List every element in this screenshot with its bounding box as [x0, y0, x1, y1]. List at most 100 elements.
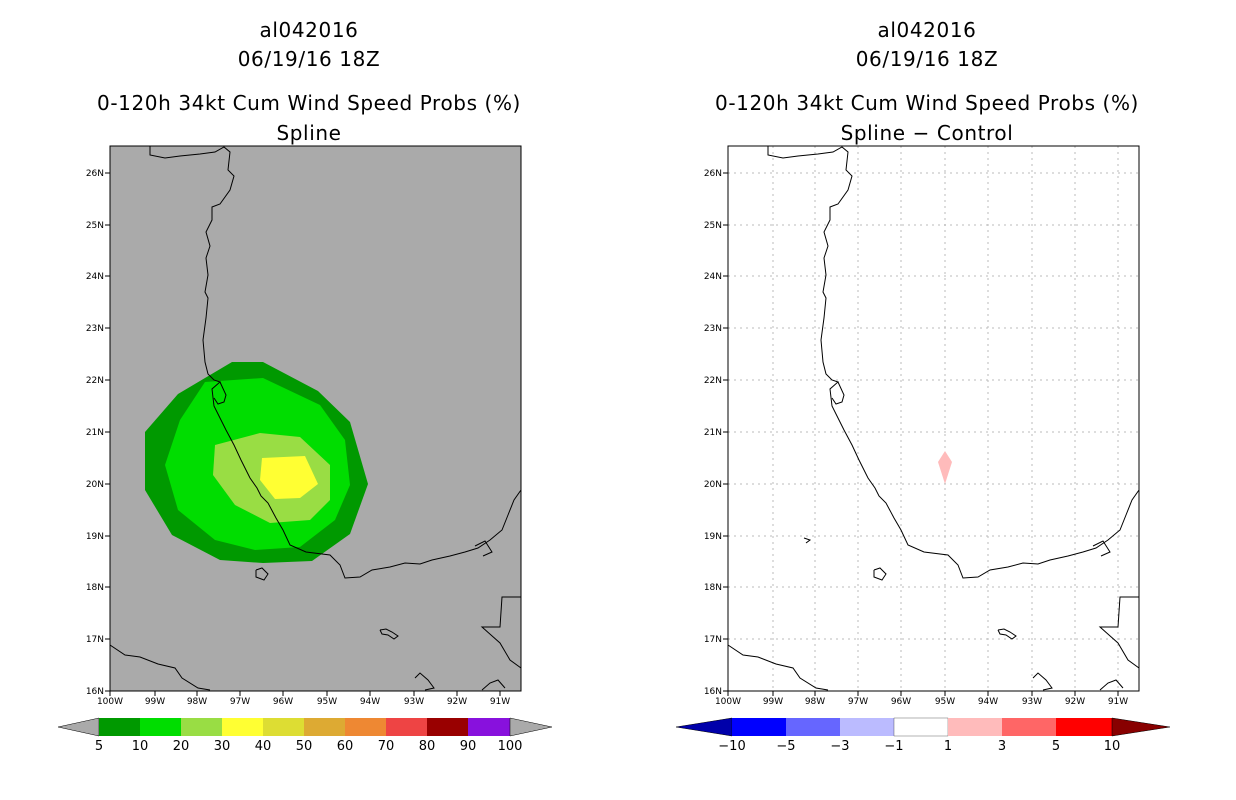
y-tick-label: 16N [86, 687, 104, 697]
y-tick-label: 19N [86, 532, 104, 542]
y-tick-label: 20N [704, 480, 722, 490]
y-tick-label: 22N [704, 376, 722, 386]
y-axis: 26N 25N 24N 23N 22N 21N 20N 19N 18N 17N … [704, 169, 728, 697]
colorbar-label: 5 [95, 739, 103, 754]
x-axis: 100W 99W 98W 97W 96W 95W 94W 93W 92W 91W [97, 691, 510, 707]
colorbar-label: 60 [337, 739, 354, 754]
y-tick-label: 16N [704, 687, 722, 697]
x-tick-label: 100W [715, 697, 741, 707]
colorbar-bin [222, 718, 263, 736]
x-tick-label: 94W [978, 697, 998, 707]
y-tick-label: 17N [704, 635, 722, 645]
colorbar-label: 40 [255, 739, 272, 754]
colorbar-label: 90 [460, 739, 477, 754]
y-tick-label: 18N [86, 583, 104, 593]
x-tick-label: 98W [187, 697, 207, 707]
colorbar-label: −3 [830, 739, 849, 754]
x-tick-label: 98W [805, 697, 825, 707]
y-tick-label: 26N [86, 169, 104, 179]
colorbar-high-end [509, 717, 553, 737]
y-tick-label: 25N [704, 221, 722, 231]
colorbar-label: −5 [776, 739, 795, 754]
probability-contours [145, 362, 368, 563]
storm-id: al042016 [877, 18, 977, 42]
map-frame [109, 145, 522, 692]
x-tick-label: 97W [230, 697, 250, 707]
y-tick-label: 24N [704, 272, 722, 282]
x-tick-label: 92W [447, 697, 467, 707]
x-tick-label: 97W [848, 697, 868, 707]
y-tick-label: 24N [86, 272, 104, 282]
map-background [728, 146, 1139, 691]
colorbar-bin [840, 718, 894, 736]
product-title: 0-120h 34kt Cum Wind Speed Probs (%) [97, 91, 521, 115]
y-tick-label: 25N [86, 221, 104, 231]
x-tick-label: 99W [763, 697, 783, 707]
coastline [109, 146, 522, 691]
map-figure-left: 26N 25N 24N 23N 22N 21N 20N 19N 18N 17N … [57, 145, 553, 754]
colorbar: 5 10 20 30 40 50 60 70 80 90 100 [57, 717, 553, 754]
x-tick-label: 94W [360, 697, 380, 707]
panel-spline-minus-control: al042016 06/19/16 18Z 0-120h 34kt Cum Wi… [618, 0, 1236, 800]
colorbar-low-end [675, 717, 733, 737]
x-tick-label: 95W [935, 697, 955, 707]
x-tick-label: 99W [145, 697, 165, 707]
y-tick-label: 21N [86, 428, 104, 438]
colorbar-bin [468, 718, 510, 736]
colorbar-bin [732, 718, 786, 736]
colorbar-label: 10 [1104, 739, 1121, 754]
colorbar-label: 70 [378, 739, 395, 754]
y-tick-label: 17N [86, 635, 104, 645]
x-tick-label: 93W [404, 697, 424, 707]
storm-id: al042016 [259, 18, 359, 42]
colorbar-label: 10 [132, 739, 149, 754]
colorbar-label: 5 [1052, 739, 1060, 754]
colorbar-bin [345, 718, 386, 736]
x-tick-label: 100W [97, 697, 123, 707]
colorbar-bin [1056, 718, 1112, 736]
y-tick-label: 20N [86, 480, 104, 490]
colorbar-bin [786, 718, 840, 736]
y-tick-label: 22N [86, 376, 104, 386]
x-tick-label: 91W [490, 697, 510, 707]
datetime: 06/19/16 18Z [237, 47, 381, 71]
colorbar-bin [304, 718, 345, 736]
colorbar-bin [1002, 718, 1056, 736]
colorbar-label: 20 [173, 739, 190, 754]
y-tick-label: 23N [86, 324, 104, 334]
colorbar-high-end [1111, 717, 1171, 737]
colorbar-bin [948, 718, 1002, 736]
grid-lines [728, 146, 1139, 691]
panel-subtitle: Spline − Control [840, 121, 1014, 145]
x-tick-label: 91W [1108, 697, 1128, 707]
colorbar-bin [427, 718, 468, 736]
colorbar-label: 80 [419, 739, 436, 754]
difference-contour-1-3 [938, 451, 952, 484]
colorbar-bin [893, 717, 949, 737]
panel-subtitle: Spline [276, 121, 342, 145]
colorbar-low-end [57, 717, 100, 737]
contour-30-40 [260, 456, 318, 499]
colorbar-label: 1 [944, 739, 952, 754]
colorbar-label: −10 [718, 739, 745, 754]
y-tick-label: 18N [704, 583, 722, 593]
x-tick-label: 95W [317, 697, 337, 707]
y-tick-label: 26N [704, 169, 722, 179]
colorbar-label: 100 [498, 739, 523, 754]
product-title: 0-120h 34kt Cum Wind Speed Probs (%) [715, 91, 1139, 115]
colorbar-label: 3 [998, 739, 1006, 754]
map-frame [727, 145, 1140, 692]
map-figure-right: 26N 25N 24N 23N 22N 21N 20N 19N 18N 17N … [675, 145, 1171, 754]
colorbar: −10 −5 −3 −1 1 3 5 10 [675, 717, 1171, 754]
y-tick-label: 23N [704, 324, 722, 334]
colorbar-label: 50 [296, 739, 313, 754]
panel-spline: al042016 06/19/16 18Z 0-120h 34kt Cum Wi… [57, 18, 553, 754]
y-tick-label: 19N [704, 532, 722, 542]
x-tick-label: 96W [273, 697, 293, 707]
x-tick-label: 96W [891, 697, 911, 707]
colorbar-bin [181, 718, 222, 736]
datetime: 06/19/16 18Z [855, 47, 999, 71]
colorbar-label: 30 [214, 739, 231, 754]
y-tick-label: 21N [704, 428, 722, 438]
x-tick-label: 93W [1022, 697, 1042, 707]
